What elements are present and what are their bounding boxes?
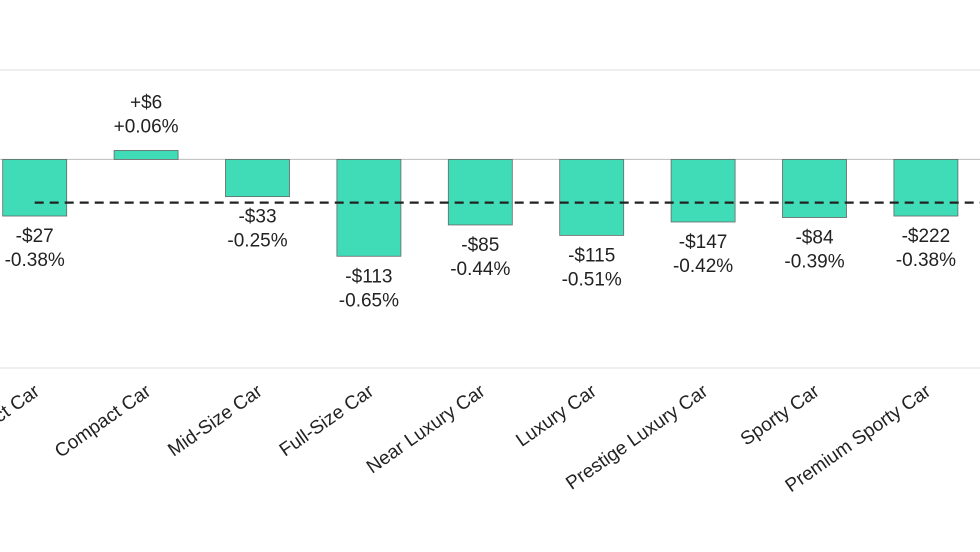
bar	[782, 158, 847, 218]
value-label: -0.38%	[896, 250, 956, 271]
dollar-label: -$85	[461, 235, 499, 256]
dollar-label: -$33	[238, 207, 276, 228]
bar	[2, 158, 68, 217]
dollar-label: -$113	[345, 266, 392, 287]
value-label: -0.39%	[784, 252, 844, 273]
x-tick-label: Luxury Car	[512, 381, 601, 452]
bar	[336, 158, 402, 257]
x-tick-label: Sporty Car	[737, 381, 824, 451]
x-tick-label: Compact Car	[51, 381, 155, 463]
dollar-label: +$6	[130, 92, 162, 113]
bar	[225, 158, 290, 198]
value-label: +0.06%	[114, 116, 179, 137]
value-label: -0.44%	[450, 259, 510, 280]
x-tick-label: Mid-Size Car	[164, 381, 267, 462]
dollar-label: -$27	[16, 226, 54, 247]
bar	[113, 150, 179, 160]
x-tick-label: Near Luxury Car	[363, 381, 490, 479]
dollar-label: -$84	[795, 228, 833, 249]
bar	[559, 158, 625, 236]
bar	[893, 158, 959, 217]
dollar-label: -$222	[902, 226, 951, 247]
dollar-label: -$147	[679, 232, 728, 253]
value-label: -0.65%	[339, 290, 399, 311]
bar	[447, 158, 513, 226]
dollar-label: -$115	[568, 245, 615, 266]
x-tick-label: Subcompact Car	[0, 381, 44, 480]
x-tick-label: Full-Size Car	[276, 381, 379, 462]
value-label: -0.25%	[227, 231, 287, 252]
value-label: -0.38%	[5, 250, 65, 271]
value-label: -0.42%	[673, 256, 733, 277]
bar	[670, 158, 736, 223]
value-label: -0.51%	[562, 269, 622, 290]
